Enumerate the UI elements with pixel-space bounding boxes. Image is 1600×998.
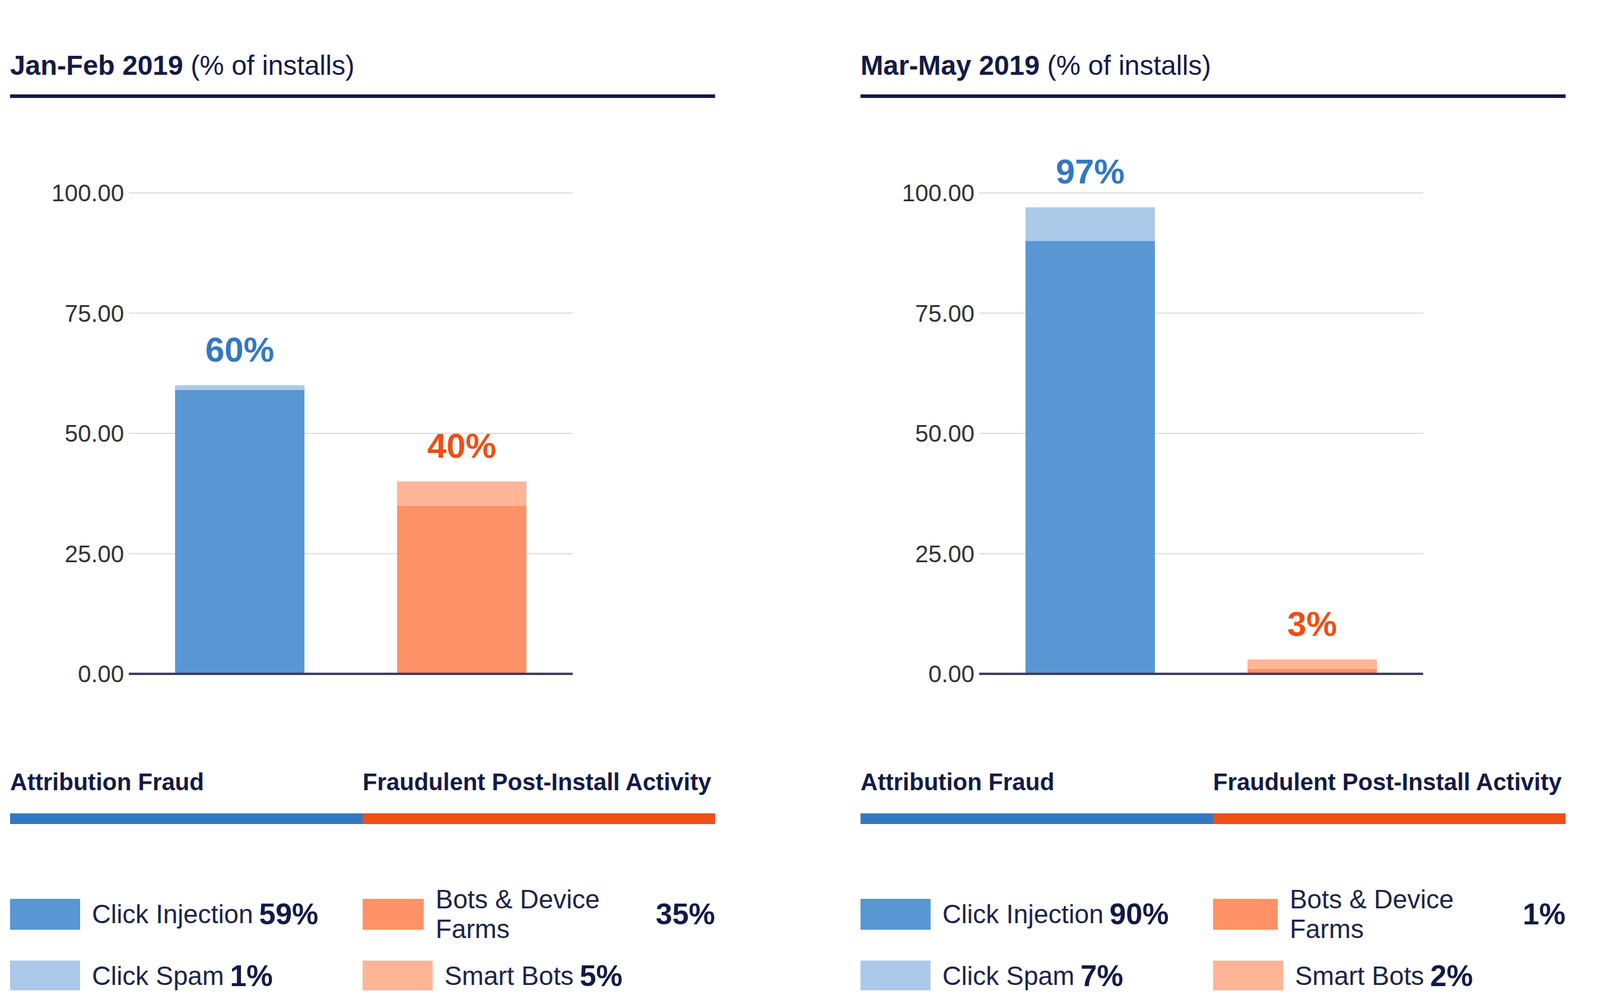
svg-text:60%: 60% [205, 329, 275, 369]
svg-text:3%: 3% [1287, 604, 1338, 643]
html-text:Click Spam 1%: Click Spam 1% [91, 959, 273, 993]
html-text:Bots & Device Farms: Bots & Device Farms [1289, 884, 1454, 944]
svg-text:25.00: 25.00 [915, 540, 975, 567]
html-text:Attribution Fraud: Attribution Fraud [10, 768, 204, 795]
html-text:Attribution Fraud: Attribution Fraud [860, 768, 1055, 795]
svg-text:25.00: 25.00 [64, 540, 125, 567]
svg-text:100.00: 100.00 [51, 179, 125, 206]
svg-text:75.00: 75.00 [915, 300, 975, 327]
html-text:Jan-Feb 2019 (% of installs): Jan-Feb 2019 (% of installs) [10, 49, 355, 81]
html-text:Click Injection 90%: Click Injection 90% [942, 897, 1169, 931]
svg-text:97%: 97% [1055, 151, 1125, 191]
svg-text:100.00: 100.00 [902, 179, 975, 206]
html-text:Bots & Device Farms: Bots & Device Farms [435, 884, 600, 944]
html-text:35%: 35% [655, 897, 716, 931]
html-text:Fraudulent Post-Install Activi: Fraudulent Post-Install Activity [1213, 768, 1562, 795]
svg-text:40%: 40% [427, 426, 497, 465]
html-text:Click Injection 59%: Click Injection 59% [91, 897, 319, 931]
svg-text:50.00: 50.00 [64, 420, 125, 447]
html-text:Fraudulent Post-Install Activi: Fraudulent Post-Install Activity [362, 768, 712, 795]
html-text:Smart Bots 5%: Smart Bots 5% [444, 959, 623, 993]
html-text:Smart Bots 2%: Smart Bots 2% [1294, 959, 1473, 993]
html-text:Mar-May 2019 (% of installs): Mar-May 2019 (% of installs) [860, 49, 1212, 81]
svg-text:0.00: 0.00 [928, 660, 975, 687]
svg-text:75.00: 75.00 [64, 300, 125, 327]
svg-text:0.00: 0.00 [77, 660, 125, 687]
html-text:Click Spam 7%: Click Spam 7% [942, 959, 1124, 993]
html-text:1%: 1% [1522, 897, 1566, 931]
svg-text:50.00: 50.00 [915, 420, 975, 447]
